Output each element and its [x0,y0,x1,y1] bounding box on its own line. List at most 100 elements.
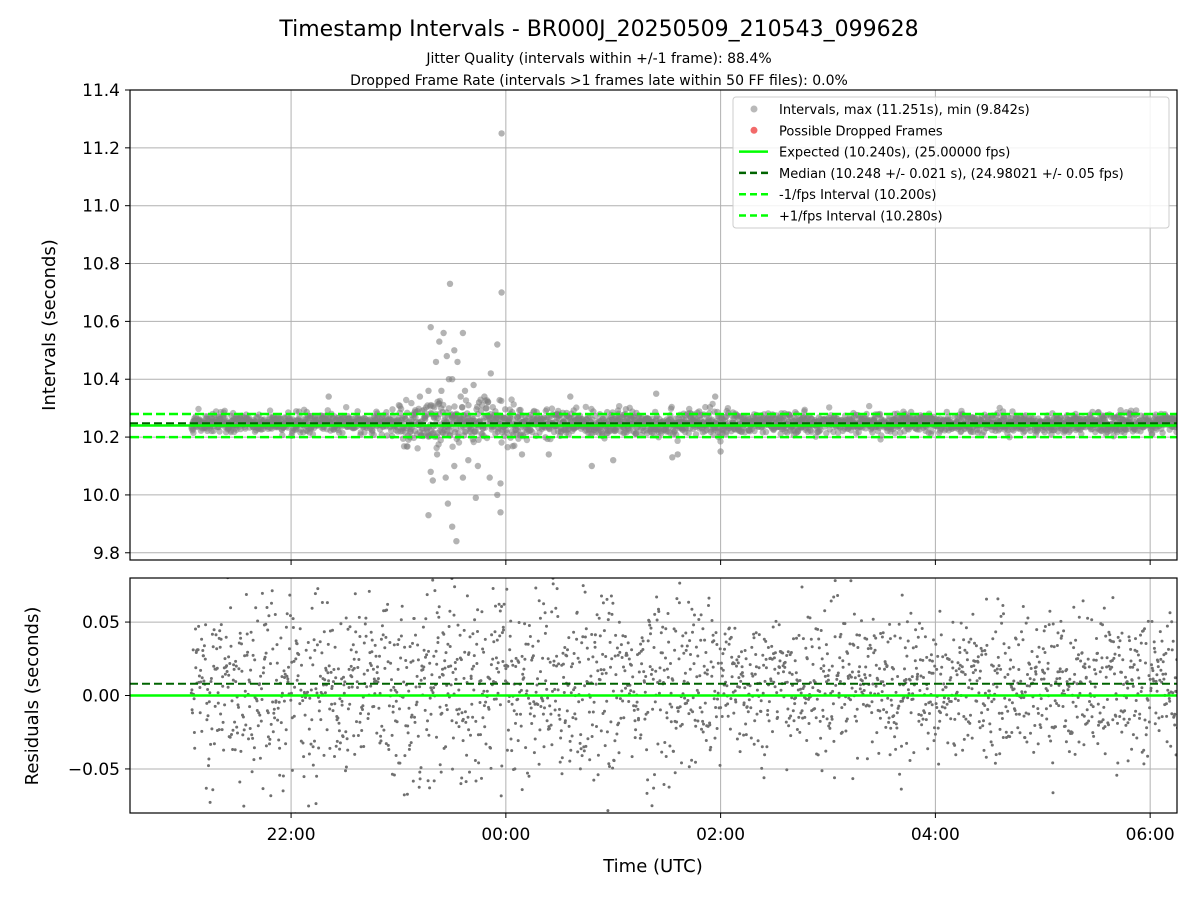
residual-point [574,717,578,721]
residual-point [352,666,356,670]
residual-point [530,658,534,662]
residual-point [241,715,245,719]
legend-label: Possible Dropped Frames [779,124,943,139]
residual-point [689,653,692,656]
residual-point [198,711,202,715]
residual-point [346,627,350,631]
residual-point [727,642,731,646]
residual-point [617,620,621,624]
residual-point [622,716,626,720]
residual-point [489,746,492,750]
residual-point [331,628,334,632]
residual-point [263,655,267,659]
residual-point [653,700,657,704]
residual-point [437,605,441,609]
residual-point [541,712,545,716]
residual-point [376,677,380,681]
interval-outlier-point [457,393,464,400]
residual-point [346,707,350,711]
residual-point [244,593,248,596]
residual-point [501,660,505,663]
interval-outlier-point [416,393,424,400]
residual-point [702,722,705,726]
residual-point [207,757,211,761]
residual-point [356,686,359,689]
residual-point [403,754,407,758]
residual-point [322,753,326,757]
interval-point [616,403,623,410]
residual-point [673,771,677,775]
residual-point [369,664,373,667]
interval-point [866,402,873,410]
residual-point [580,754,584,758]
residual-point [552,659,556,663]
residual-point [304,648,308,652]
residual-point [696,654,700,658]
residual-point [649,626,653,630]
residual-point [728,727,732,731]
residual-point [522,667,526,671]
intervals-y-tick-label: 11.2 [82,139,120,159]
residual-point [355,720,358,724]
residual-point [224,635,228,639]
residual-point [559,729,563,733]
residual-point [356,666,360,669]
residual-point [498,634,502,638]
residual-point [193,746,197,750]
residual-point [343,680,347,684]
residual-point [617,721,621,725]
intervals-y-tick-label: 10.4 [82,370,120,390]
residual-point [494,697,498,701]
interval-point [573,404,580,411]
interval-point [498,439,505,446]
residual-point [740,650,743,654]
residual-point [395,720,399,724]
interval-outlier-point [432,358,440,366]
residual-point [664,627,668,631]
residual-point [694,645,698,649]
residual-point [209,680,213,683]
residual-point [201,654,205,658]
residual-point [352,734,356,738]
residual-point [452,613,456,617]
residual-point [732,662,736,666]
residual-point [601,652,605,656]
residual-point [334,676,338,680]
residual-point [306,690,309,694]
residual-point [659,631,663,635]
residual-point [292,659,296,663]
residual-point [284,625,288,629]
residual-point [534,690,538,694]
residual-point [349,664,353,668]
residual-point [227,655,231,659]
residual-point [620,689,624,693]
residual-point [415,674,419,678]
residual-point [252,758,256,762]
residual-point [447,625,451,628]
residual-point [682,651,686,655]
residual-point [473,618,477,622]
residual-point [390,733,394,737]
residual-point [603,744,607,748]
residual-point [508,648,512,652]
interval-point [309,431,317,438]
residual-point [358,635,362,638]
residual-point [207,764,210,768]
residual-point [379,739,383,743]
residual-point [448,645,452,648]
residual-point [553,708,557,712]
residual-point [510,659,514,663]
residual-point [667,640,671,644]
residual-point [326,671,330,675]
residual-point [622,665,625,669]
residual-point [537,762,541,766]
legend-marker [750,105,758,113]
residual-point [708,723,712,727]
residual-point [428,661,432,665]
residual-point [687,600,691,604]
residual-point [573,686,577,690]
interval-outlier-point [487,370,494,377]
residual-point [514,656,518,660]
residual-point [325,601,329,605]
residual-point [676,709,680,713]
